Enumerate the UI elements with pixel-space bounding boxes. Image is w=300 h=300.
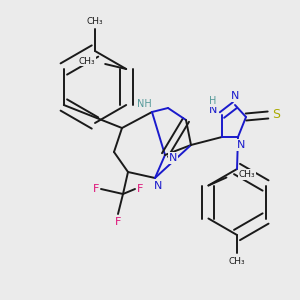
Text: N: N xyxy=(231,91,239,101)
Text: NH: NH xyxy=(136,99,152,109)
Text: N: N xyxy=(154,181,162,191)
Text: N: N xyxy=(237,140,245,150)
Text: F: F xyxy=(137,184,143,194)
Text: CH₃: CH₃ xyxy=(229,256,245,266)
Text: CH₃: CH₃ xyxy=(87,17,103,26)
Text: CH₃: CH₃ xyxy=(79,56,95,65)
Text: N: N xyxy=(169,153,177,163)
Text: H: H xyxy=(209,96,217,106)
Text: S: S xyxy=(272,109,280,122)
Text: F: F xyxy=(115,217,121,227)
Text: CH₃: CH₃ xyxy=(238,170,255,179)
Text: F: F xyxy=(93,184,99,194)
Text: N: N xyxy=(209,105,217,115)
